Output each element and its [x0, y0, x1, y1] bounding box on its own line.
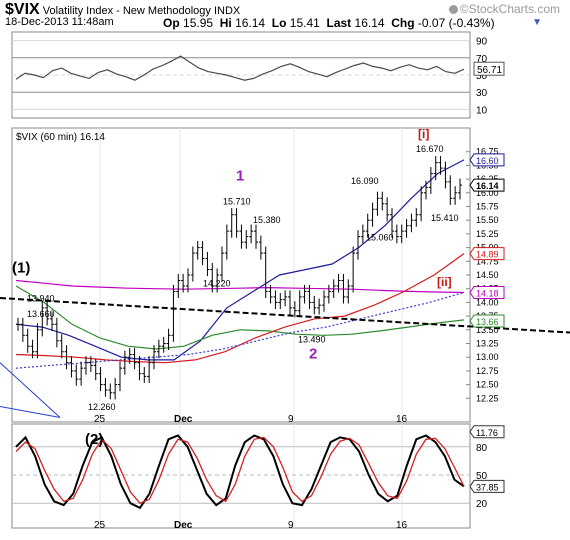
- price-value-label: 14.220: [203, 278, 231, 288]
- price-tick-label: 13.50: [476, 325, 499, 335]
- high-value: 16.14: [235, 16, 266, 30]
- price-tick-label: 15.75: [476, 202, 499, 212]
- wave-label-1-parenthesized: (1): [12, 259, 30, 276]
- last-label: Last: [326, 16, 352, 30]
- rsi-tick-label: 70: [476, 54, 488, 65]
- stoch-tag-box: [469, 479, 505, 493]
- stoch-tick-label: 20: [476, 499, 488, 510]
- stoch-x-tick: Dec: [174, 520, 193, 531]
- price-value-label: 16.090: [351, 176, 379, 186]
- stoch-tag-box: [469, 425, 505, 439]
- ma-magenta-line: [15, 279, 465, 294]
- price-tag-box: [469, 178, 505, 192]
- price-x-tick: 16: [396, 414, 408, 425]
- wave-label-2-parenthesized: (2): [85, 431, 103, 448]
- last-value: 16.14: [354, 16, 385, 30]
- channel-line-a: [0, 362, 61, 418]
- price-tick-label: 15.25: [476, 229, 499, 239]
- channel-line-b: [0, 406, 61, 418]
- rsi-tick-label: 30: [476, 88, 488, 99]
- price-value-label: 12.260: [88, 402, 116, 412]
- rsi-last-value: 56.71: [477, 65, 502, 76]
- open-label: Op: [163, 16, 180, 30]
- wave-label-1: 1: [236, 168, 244, 185]
- price-value-label: 13.490: [298, 334, 326, 344]
- ma-blue-line: [15, 159, 465, 361]
- high-label: Hi: [219, 16, 232, 30]
- stoch-tag-label: 11.76: [476, 428, 498, 438]
- price-tick-label: 16.75: [476, 147, 499, 157]
- rsi-tick-label: 10: [476, 105, 488, 116]
- stoch-tag-label: 37.85: [476, 482, 499, 492]
- price-value-label: 15.380: [253, 215, 281, 225]
- price-tag-label: 16.60: [476, 156, 499, 166]
- price-value-label: 15.710: [223, 197, 251, 207]
- stoch-slow-line: [15, 436, 465, 504]
- stoch-tick-label: 50: [476, 471, 488, 482]
- price-tag-box: [469, 286, 505, 300]
- stoch-panel-frame: [11, 423, 471, 529]
- price-panel-title: $VIX (60 min) 16.14: [16, 132, 105, 143]
- price-tag-box: [469, 314, 505, 328]
- exchange: INDX: [213, 5, 241, 17]
- price-x-tick: 25: [94, 414, 106, 425]
- chg-label: Chg: [391, 16, 415, 30]
- price-value-label: 16.670: [416, 144, 444, 154]
- price-tick-label: 15.50: [476, 215, 499, 225]
- price-tick-label: 13.25: [476, 339, 499, 349]
- price-value-label: 13.660: [27, 309, 55, 319]
- price-tag-box: [469, 153, 505, 167]
- price-value-label: 15.410: [431, 213, 459, 223]
- price-value-label: 15.060: [366, 232, 394, 242]
- price-value-label: 13.940: [27, 294, 55, 304]
- open-value: 15.95: [183, 16, 214, 30]
- trendline: [0, 297, 570, 334]
- index-name: Volatility Index - New Methodology: [42, 5, 211, 17]
- price-tag-box: [469, 247, 505, 261]
- price-tick-label: 13.00: [476, 352, 499, 362]
- triangle-down-icon[interactable]: ▼: [532, 17, 542, 28]
- rsi-panel-frame: [11, 31, 471, 119]
- watermark: ©StockCharts.com: [448, 2, 560, 16]
- price-tick-label: 12.75: [476, 366, 499, 376]
- price-tick-label: 12.50: [476, 380, 499, 390]
- rsi-tick-label: 50: [476, 71, 488, 82]
- wave-label-i: [i]: [418, 127, 429, 141]
- symbol: $VIX: [5, 1, 40, 18]
- stoch-x-tick: 16: [396, 520, 408, 531]
- datetime: 18-Dec-2013 11:48am: [5, 16, 114, 28]
- stoch-x-tick: 9: [288, 520, 294, 531]
- ma-green-line: [15, 285, 465, 350]
- chg-value: -0.07 (-0.43%): [417, 16, 495, 30]
- wave-label-ii: [ii]: [437, 275, 452, 289]
- price-tick-label: 14.75: [476, 256, 499, 266]
- stoch-fast-line: [15, 434, 465, 510]
- stoch-x-tick: 25: [94, 520, 106, 531]
- stoch-tick-label: 80: [476, 443, 488, 454]
- rsi-tick-label: 90: [476, 37, 488, 48]
- price-x-tick: 9: [288, 414, 294, 425]
- price-tick-label: 14.50: [476, 270, 499, 280]
- price-tick-label: 12.25: [476, 393, 499, 403]
- ma-dotted-line: [15, 291, 465, 369]
- price-tag-label: 16.14: [476, 181, 499, 191]
- rsi-last-tag-box: [473, 61, 505, 76]
- price-tag-label: 13.66: [476, 317, 499, 327]
- stockcharts-logo-icon: [448, 5, 458, 15]
- price-x-tick: Dec: [174, 414, 193, 425]
- price-tick-label: 16.00: [476, 188, 499, 198]
- quote-bar: Op 15.95 Hi 16.14 Lo 15.41 Last 16.14 Ch…: [163, 16, 495, 30]
- low-value: 15.41: [289, 16, 320, 30]
- ma-red-line: [15, 253, 465, 364]
- rsi-line: [15, 55, 465, 81]
- price-tag-label: 14.89: [476, 250, 499, 260]
- wave-label-2: 2: [309, 345, 317, 362]
- price-tag-label: 14.18: [476, 289, 499, 299]
- low-label: Lo: [271, 16, 287, 30]
- header-title-row: $VIX Volatility Index - New Methodology …: [5, 1, 240, 19]
- price-tick-label: 14.00: [476, 297, 499, 307]
- watermark-text: ©StockCharts.com: [459, 2, 560, 16]
